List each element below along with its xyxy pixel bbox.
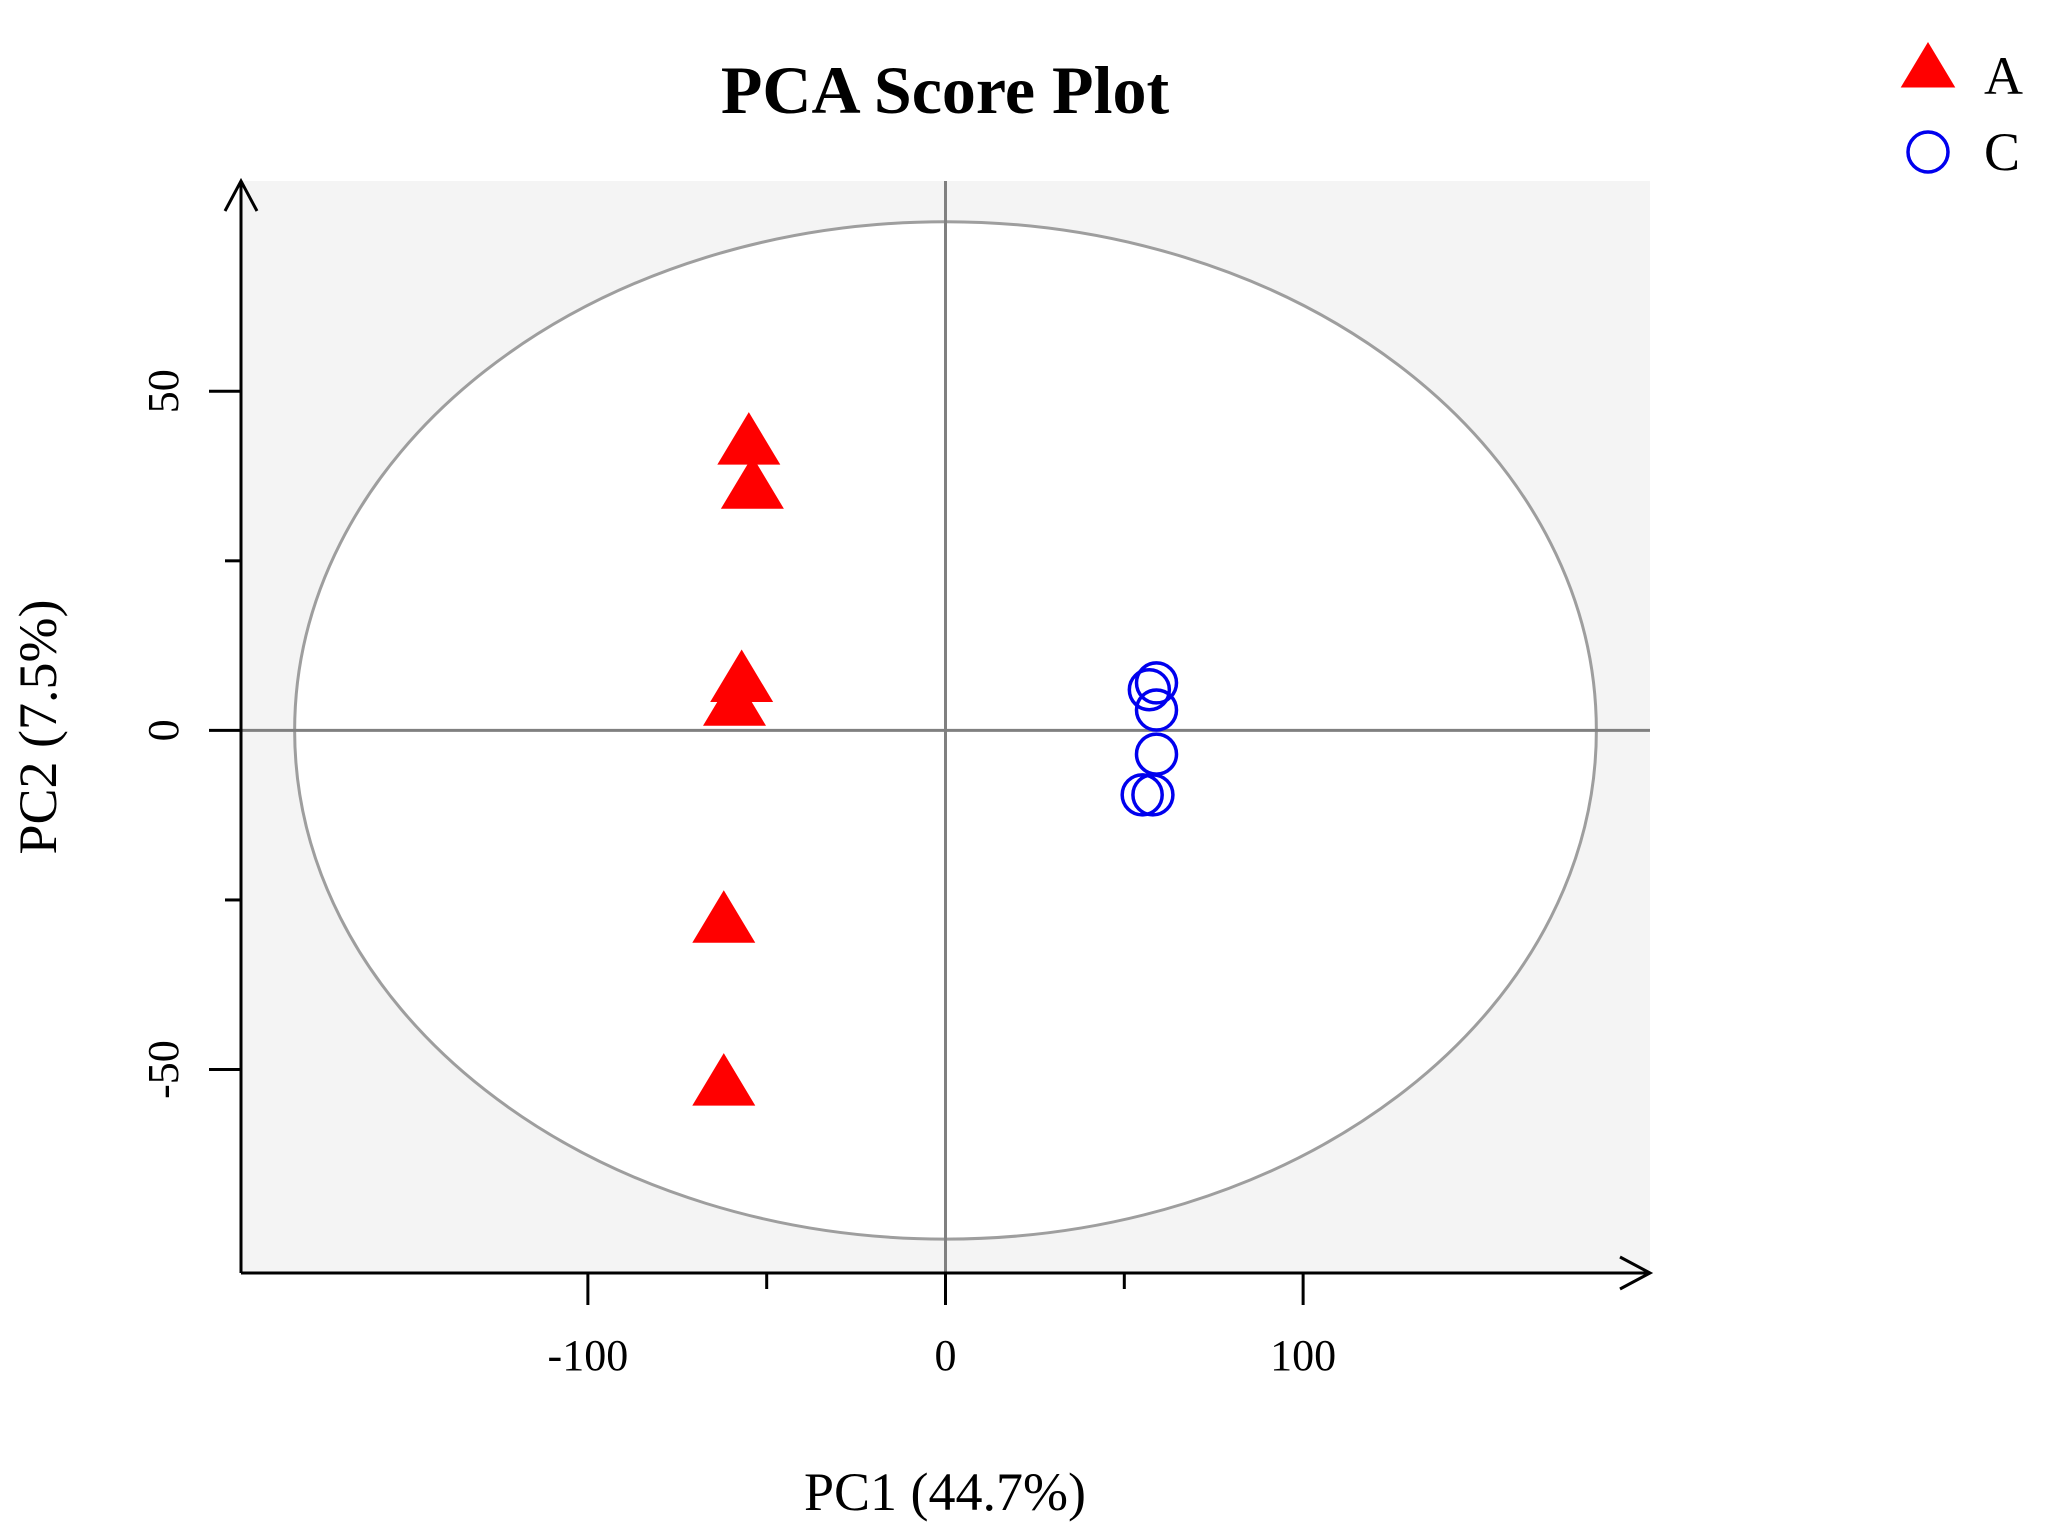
x-tick-label: 100 [1270, 1331, 1336, 1380]
chart-title: PCA Score Plot [721, 52, 1170, 128]
x-axis-arrowhead [1619, 1255, 1654, 1291]
series-a-point [717, 412, 781, 465]
data-points [692, 412, 1179, 1106]
x-tick-label: 0 [935, 1331, 957, 1380]
series-c-point [1134, 688, 1179, 732]
legend-label-a: A [1984, 46, 2023, 106]
series-a-point [692, 1053, 756, 1106]
y-axis-arrowhead [223, 177, 259, 212]
series-c-point [1131, 773, 1175, 817]
y-tick-label: 0 [139, 719, 188, 741]
series-c-point [1134, 661, 1179, 705]
series-a-point [720, 456, 784, 509]
x-tick-label: -100 [548, 1331, 629, 1380]
y-tick-label: -50 [139, 1040, 188, 1099]
legend-label-c: C [1984, 122, 2020, 182]
axis-ticks: -100 0 100 -50 0 50 [139, 369, 1336, 1380]
series-a-point [703, 673, 767, 726]
legend-marker-c [1906, 130, 1950, 174]
reference-lines [241, 181, 1650, 1273]
series-a-point [692, 890, 756, 943]
legend: AC [1900, 42, 2023, 182]
y-axis-label: PC2 (7.5%) [8, 600, 68, 855]
series-c-point [1127, 667, 1172, 712]
series-c-point [1120, 773, 1164, 817]
x-axis-label: PC1 (44.7%) [804, 1462, 1086, 1522]
legend-marker-a [1900, 42, 1956, 88]
y-tick-label: 50 [139, 369, 188, 413]
